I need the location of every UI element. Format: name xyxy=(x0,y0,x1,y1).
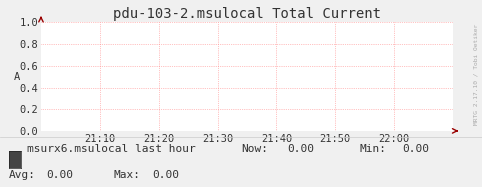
Text: msurx6.msulocal last hour: msurx6.msulocal last hour xyxy=(27,144,195,154)
Title: pdu-103-2.msulocal Total Current: pdu-103-2.msulocal Total Current xyxy=(113,7,381,21)
Text: Max:: Max: xyxy=(113,170,140,180)
Text: Avg:: Avg: xyxy=(9,170,36,180)
Text: 0.00: 0.00 xyxy=(287,144,314,154)
Text: 0.00: 0.00 xyxy=(402,144,429,154)
Text: 0.00: 0.00 xyxy=(152,170,179,180)
Text: MRTG 2.17.10 / Tobi Oetiker: MRTG 2.17.10 / Tobi Oetiker xyxy=(474,24,479,125)
Text: 0.00: 0.00 xyxy=(46,170,73,180)
Text: Now:: Now: xyxy=(241,144,268,154)
Y-axis label: A: A xyxy=(13,72,20,82)
Text: Min:: Min: xyxy=(359,144,386,154)
